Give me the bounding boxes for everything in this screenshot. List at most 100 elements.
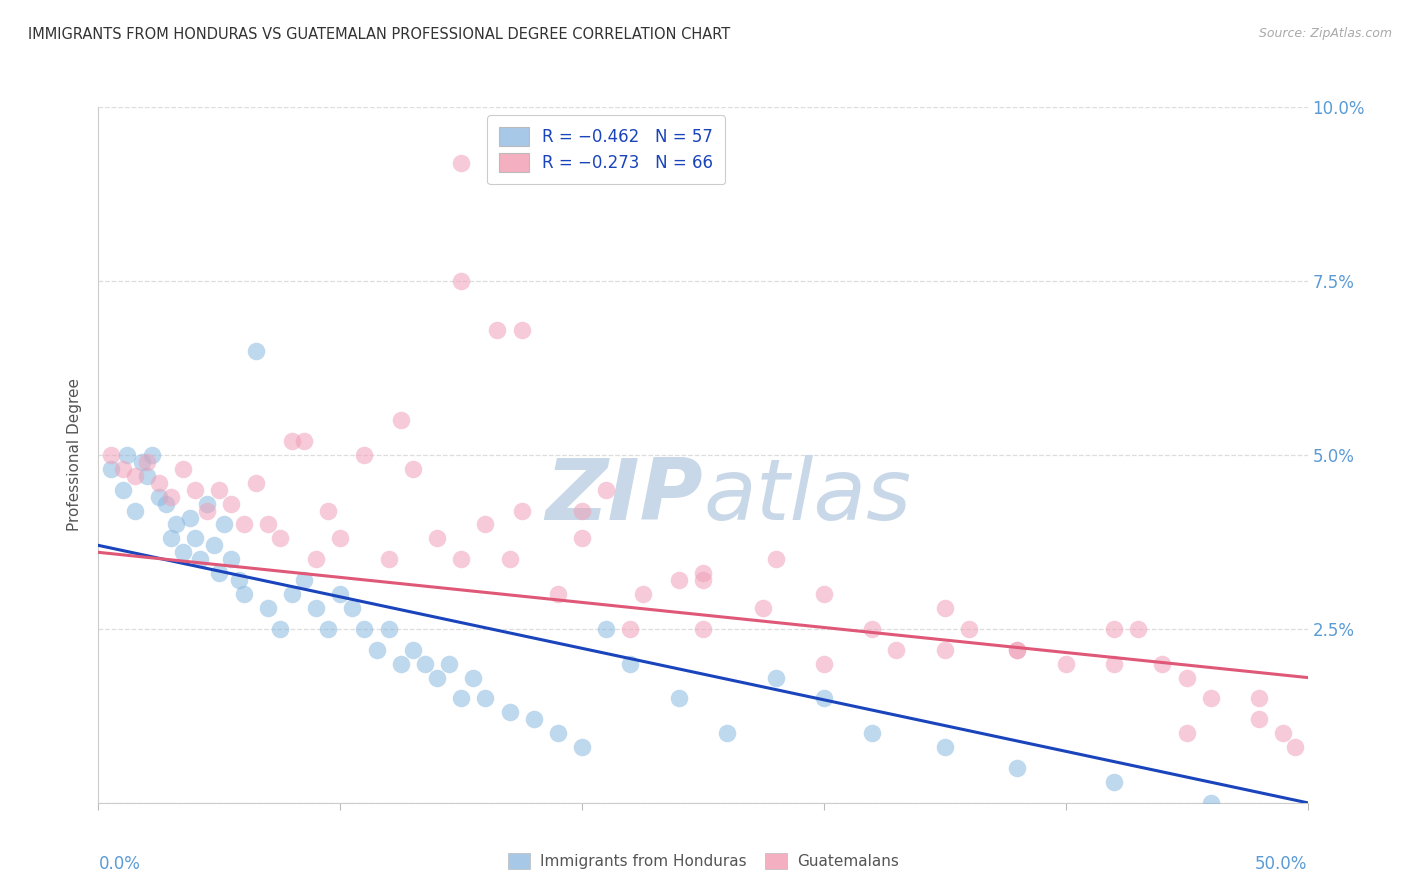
Point — [486, 323, 509, 337]
Point — [117, 448, 139, 462]
Point — [245, 343, 267, 358]
Point — [221, 552, 243, 566]
Point — [111, 483, 134, 497]
Point — [160, 532, 183, 546]
Point — [765, 671, 787, 685]
Point — [402, 642, 425, 657]
Point — [692, 622, 714, 636]
Point — [1249, 691, 1271, 706]
Point — [1272, 726, 1295, 740]
Point — [148, 490, 170, 504]
Point — [100, 448, 122, 462]
Point — [281, 587, 304, 601]
Point — [329, 532, 352, 546]
Point — [281, 434, 304, 448]
Point — [269, 622, 291, 636]
Text: 0.0%: 0.0% — [98, 855, 141, 873]
Text: ZIP: ZIP — [546, 455, 703, 538]
Point — [934, 642, 956, 657]
Text: IMMIGRANTS FROM HONDURAS VS GUATEMALAN PROFESSIONAL DEGREE CORRELATION CHART: IMMIGRANTS FROM HONDURAS VS GUATEMALAN P… — [28, 27, 730, 42]
Point — [195, 497, 218, 511]
Point — [860, 726, 883, 740]
Point — [316, 622, 339, 636]
Point — [510, 323, 533, 337]
Text: 50.0%: 50.0% — [1256, 855, 1308, 873]
Point — [1007, 642, 1029, 657]
Point — [402, 462, 425, 476]
Point — [426, 532, 449, 546]
Point — [1007, 642, 1029, 657]
Point — [1175, 671, 1198, 685]
Point — [256, 601, 278, 615]
Point — [305, 552, 328, 566]
Point — [498, 552, 520, 566]
Y-axis label: Professional Degree: Professional Degree — [67, 378, 83, 532]
Point — [141, 448, 163, 462]
Point — [155, 497, 177, 511]
Point — [1249, 712, 1271, 726]
Point — [160, 490, 183, 504]
Point — [957, 622, 980, 636]
Point — [595, 483, 617, 497]
Point — [195, 503, 218, 517]
Text: Source: ZipAtlas.com: Source: ZipAtlas.com — [1258, 27, 1392, 40]
Point — [245, 475, 267, 490]
Point — [752, 601, 775, 615]
Point — [292, 573, 315, 587]
Point — [1199, 796, 1222, 810]
Point — [668, 691, 690, 706]
Point — [1175, 726, 1198, 740]
Point — [934, 740, 956, 755]
Point — [1102, 622, 1125, 636]
Point — [886, 642, 908, 657]
Point — [716, 726, 738, 740]
Point — [413, 657, 436, 671]
Point — [474, 517, 496, 532]
Point — [184, 532, 207, 546]
Point — [1199, 691, 1222, 706]
Point — [148, 475, 170, 490]
Point — [212, 517, 235, 532]
Point — [329, 587, 352, 601]
Point — [342, 601, 364, 615]
Point — [571, 532, 593, 546]
Point — [1128, 622, 1150, 636]
Point — [547, 587, 569, 601]
Legend: Immigrants from Honduras, Guatemalans: Immigrants from Honduras, Guatemalans — [502, 847, 904, 875]
Point — [1054, 657, 1077, 671]
Point — [450, 155, 472, 169]
Point — [221, 497, 243, 511]
Point — [595, 622, 617, 636]
Point — [692, 573, 714, 587]
Point — [813, 587, 835, 601]
Point — [377, 622, 399, 636]
Point — [353, 448, 375, 462]
Point — [523, 712, 546, 726]
Point — [256, 517, 278, 532]
Point — [184, 483, 207, 497]
Point — [204, 538, 226, 552]
Point — [172, 545, 194, 559]
Point — [498, 706, 520, 720]
Point — [619, 657, 641, 671]
Text: atlas: atlas — [703, 455, 911, 538]
Point — [208, 483, 231, 497]
Point — [316, 503, 339, 517]
Point — [389, 413, 412, 427]
Point — [1007, 761, 1029, 775]
Point — [165, 517, 187, 532]
Point — [179, 510, 201, 524]
Point — [510, 503, 533, 517]
Point — [131, 455, 153, 469]
Point — [463, 671, 485, 685]
Point — [765, 552, 787, 566]
Point — [124, 468, 146, 483]
Point — [619, 622, 641, 636]
Point — [208, 566, 231, 581]
Point — [232, 517, 254, 532]
Point — [437, 657, 460, 671]
Point — [450, 274, 472, 288]
Point — [232, 587, 254, 601]
Point — [474, 691, 496, 706]
Point — [292, 434, 315, 448]
